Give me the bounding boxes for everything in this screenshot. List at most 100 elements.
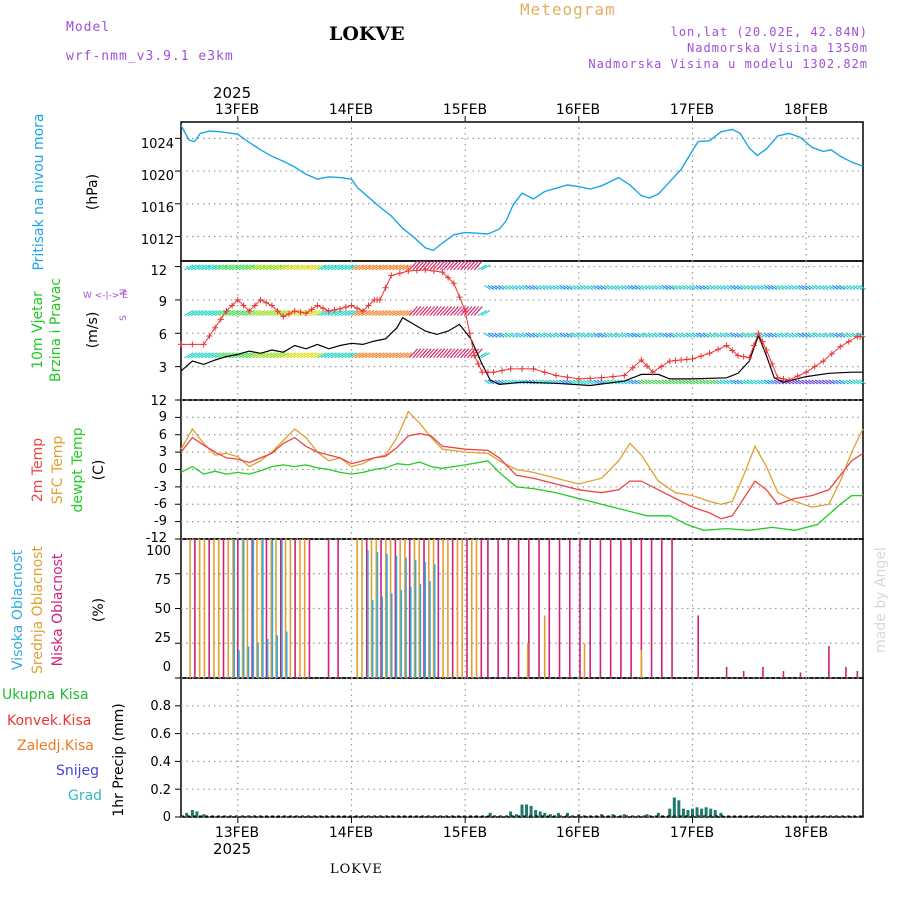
wind-arrow <box>583 284 590 290</box>
wind-arrow <box>293 309 303 317</box>
gust-marker <box>609 373 616 380</box>
credit-label: made by Angel <box>873 547 889 653</box>
wind-arrow <box>432 260 442 271</box>
wind-arrow <box>351 352 361 359</box>
wind-arrow <box>852 284 860 290</box>
wind-arrow <box>702 284 710 290</box>
gust-marker <box>376 296 383 303</box>
wind-arrow <box>190 309 201 317</box>
wind-arrow <box>361 352 372 359</box>
wind-arrow <box>828 379 836 385</box>
wind-arrow <box>286 352 297 359</box>
wind-arrow <box>184 264 194 271</box>
wind-arrow <box>589 284 597 290</box>
wind-arrow <box>306 309 317 317</box>
wind-arrow <box>432 348 442 359</box>
wind-arrow <box>432 306 442 316</box>
temp-tick-label: 0 <box>159 462 167 477</box>
wind-arrow <box>576 284 583 290</box>
wind-arrow <box>569 332 577 338</box>
precip-tick-label: 0.6 <box>150 727 171 742</box>
temp-tick-label: 12 <box>150 394 167 409</box>
wind-arrow <box>746 379 754 385</box>
wind-arrow <box>545 284 553 290</box>
gust-marker <box>314 302 321 309</box>
wind-arrow <box>842 379 849 385</box>
precip-bar <box>695 807 699 817</box>
wind-arrow <box>726 379 733 385</box>
wind-arrow <box>808 284 815 290</box>
wind-arrow <box>729 332 737 338</box>
wind-arrow <box>695 332 703 338</box>
wind-arrow <box>392 352 402 359</box>
wind-arrow <box>378 264 389 271</box>
gust-marker <box>845 338 852 345</box>
wind-arrow <box>504 332 512 338</box>
wind-arrow <box>344 264 354 271</box>
gust-marker <box>507 365 514 372</box>
wind-arrow <box>255 264 266 271</box>
wind-arrow <box>497 379 505 385</box>
wind-arrow <box>583 379 590 385</box>
model-elevation-label: Nadmorska Visina u modelu 1302.82m <box>588 57 868 71</box>
wind-arrow <box>535 332 542 338</box>
wind-arrow <box>218 352 228 359</box>
wind-arrow <box>197 309 208 317</box>
wind-arrow <box>334 264 344 271</box>
wind-arrow <box>596 379 604 385</box>
gust-marker <box>629 364 636 371</box>
pressure-line <box>180 124 864 252</box>
gust-marker <box>698 353 705 360</box>
wind-arrow <box>525 332 532 338</box>
gust-marker <box>553 372 560 379</box>
wind-arrow <box>838 284 846 290</box>
wind-arrow <box>484 379 491 385</box>
wind-arrow <box>490 332 498 338</box>
wind-arrow <box>511 284 519 290</box>
wind-arrow <box>392 264 402 271</box>
wind-arrow <box>184 352 194 359</box>
wind-arrow <box>480 264 491 271</box>
wind-arrow <box>712 332 720 338</box>
wind-arrow <box>784 332 791 338</box>
wind-arrow <box>559 332 566 338</box>
wind-arrow <box>606 284 614 290</box>
wind-arrow <box>466 260 476 271</box>
cloud-tick-label: 75 <box>154 573 171 588</box>
wind-arrow <box>750 284 757 290</box>
gust-marker <box>740 353 747 360</box>
wind-arrow <box>211 264 221 271</box>
wind-arrow <box>831 284 839 290</box>
wind-arrow <box>378 352 389 359</box>
total-precip-label: Ukupna Kisa <box>2 687 89 703</box>
wind-arrow <box>763 379 771 385</box>
mid-cloud-title: Srednja Oblacnost <box>30 546 46 674</box>
wind-arrow <box>681 379 689 385</box>
wind-title-line2: Brzina i Pravac <box>48 278 64 382</box>
wind-arrow <box>484 284 491 290</box>
wind-arrow <box>555 332 563 338</box>
cloud-tick-label: 50 <box>154 602 171 617</box>
wind-arrow <box>777 379 785 385</box>
wind-arrow <box>248 264 259 271</box>
wind-arrow <box>791 379 798 385</box>
wind-arrow <box>518 332 525 338</box>
top-day-label: 16FEB <box>556 102 600 118</box>
wind-arrow <box>259 352 269 359</box>
wind-arrow <box>337 352 348 359</box>
gust-marker <box>715 346 722 353</box>
wind-arrow <box>760 379 768 385</box>
wind-arrow <box>497 332 505 338</box>
wind-arrow <box>487 379 495 385</box>
wind-arrow <box>780 284 788 290</box>
gust-marker <box>422 266 429 273</box>
wind-arrow <box>791 284 798 290</box>
wind-arrow <box>572 284 580 290</box>
wind-arrow <box>466 306 476 316</box>
gust-marker <box>206 333 213 340</box>
wind-arrow <box>375 309 385 317</box>
wind-arrow <box>443 306 453 316</box>
wind-arrow <box>849 284 856 290</box>
wind-arrow <box>327 309 337 317</box>
wind-arrow <box>627 284 635 290</box>
